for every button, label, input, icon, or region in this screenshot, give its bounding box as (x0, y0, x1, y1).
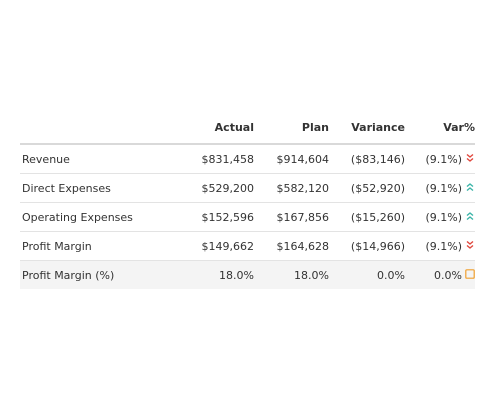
header-plan: Plan (254, 112, 329, 145)
cell-variance: 0.0% (329, 260, 405, 289)
header-label (20, 112, 190, 145)
row-label: Revenue (20, 144, 190, 174)
double-chevron-up-icon (465, 182, 475, 192)
header-actual: Actual (190, 112, 254, 145)
table-header-row: Actual Plan Variance Var% (20, 112, 475, 145)
double-chevron-down-icon (465, 240, 475, 250)
table-row-operating-expenses: Operating Expenses $152,596 $167,856 ($1… (20, 202, 475, 232)
cell-var-pct: (9.1%) (405, 231, 475, 261)
cell-plan: 18.0% (254, 260, 329, 289)
table-row-profit-margin: Profit Margin $149,662 $164,628 ($14,966… (20, 231, 475, 261)
cell-var-pct: (9.1%) (405, 144, 475, 174)
cell-plan: $167,856 (254, 202, 329, 232)
cell-plan: $164,628 (254, 231, 329, 261)
cell-var-pct: 0.0% (405, 260, 475, 289)
row-label: Profit Margin (%) (20, 260, 190, 289)
var-pct-value: (9.1%) (425, 210, 462, 224)
square-outline-icon (465, 269, 475, 280)
cell-variance: ($83,146) (329, 144, 405, 174)
table-row-revenue: Revenue $831,458 $914,604 ($83,146) (9.1… (20, 144, 475, 174)
double-chevron-down-icon (465, 153, 475, 163)
cell-variance: ($14,966) (329, 231, 405, 261)
var-pct-value: (9.1%) (425, 152, 462, 166)
cell-plan: $914,604 (254, 144, 329, 174)
var-pct-value: (9.1%) (425, 239, 462, 253)
cell-plan: $582,120 (254, 173, 329, 203)
row-label: Profit Margin (20, 231, 190, 261)
var-pct-value: (9.1%) (425, 181, 462, 195)
row-label: Operating Expenses (20, 202, 190, 232)
variance-table: Actual Plan Variance Var% Revenue $831,4… (20, 112, 475, 289)
cell-var-pct: (9.1%) (405, 202, 475, 232)
cell-actual: $149,662 (190, 231, 254, 261)
cell-actual: 18.0% (190, 260, 254, 289)
cell-actual: $529,200 (190, 173, 254, 203)
cell-variance: ($52,920) (329, 173, 405, 203)
cell-actual: $831,458 (190, 144, 254, 174)
header-variance: Variance (329, 112, 405, 145)
variance-table-container: Actual Plan Variance Var% Revenue $831,4… (20, 112, 475, 289)
cell-variance: ($15,260) (329, 202, 405, 232)
row-label: Direct Expenses (20, 173, 190, 203)
double-chevron-up-icon (465, 211, 475, 221)
var-pct-value: 0.0% (434, 268, 462, 282)
cell-actual: $152,596 (190, 202, 254, 232)
table-row-direct-expenses: Direct Expenses $529,200 $582,120 ($52,9… (20, 173, 475, 203)
header-var-pct: Var% (405, 112, 475, 145)
cell-var-pct: (9.1%) (405, 173, 475, 203)
table-row-profit-margin-pct: Profit Margin (%) 18.0% 18.0% 0.0% 0.0% (20, 260, 475, 289)
